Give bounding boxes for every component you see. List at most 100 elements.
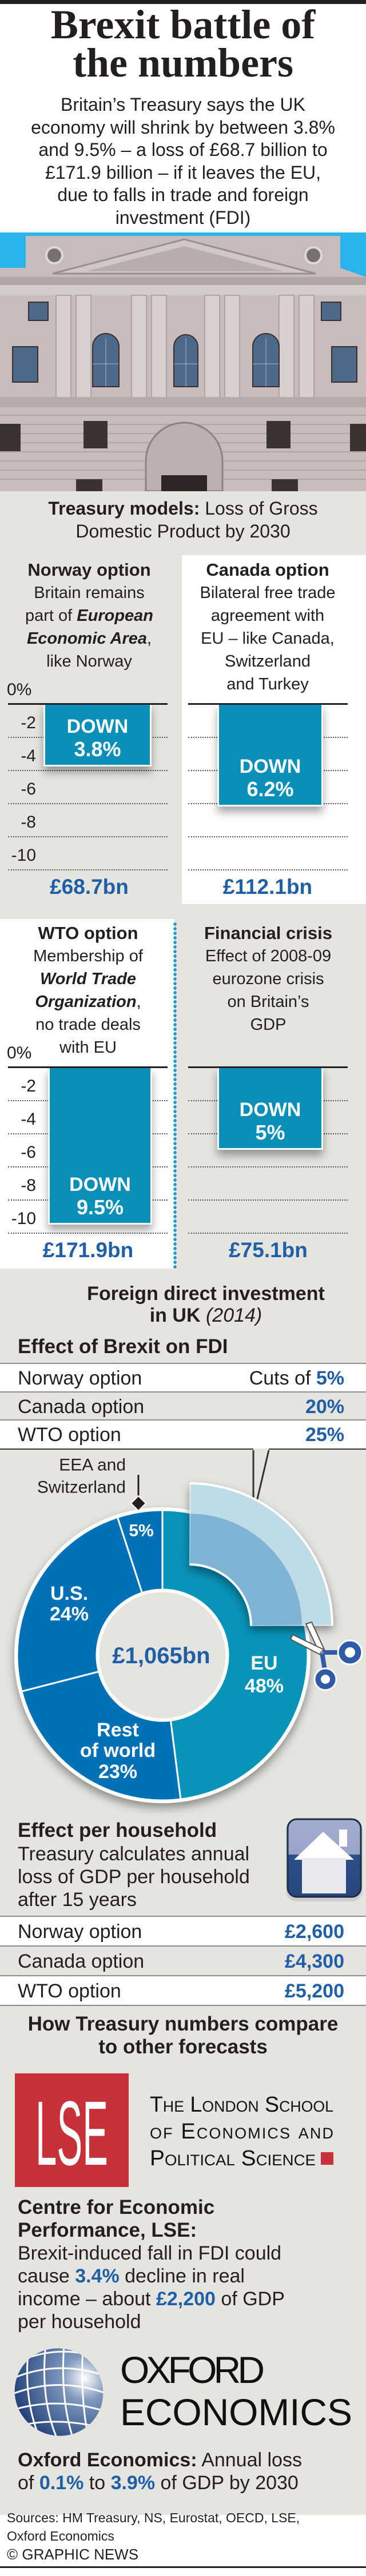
household-row-value: £4,300 bbox=[285, 1951, 344, 1972]
compare-heading-line2: to other forecasts bbox=[98, 2036, 268, 2058]
eu-cut-inner-band bbox=[189, 1514, 302, 1626]
canada-title: Canada option bbox=[206, 560, 329, 580]
household-row: Norway option £2,600 bbox=[0, 1916, 366, 1947]
donut-value-us: 24% bbox=[50, 1603, 89, 1625]
household-row: WTO option £5,200 bbox=[0, 1975, 366, 2006]
household-row-value: £2,600 bbox=[285, 1921, 344, 1943]
fdi-row-value: 25% bbox=[305, 1424, 344, 1446]
household-desc-line: Treasury calculates annual bbox=[18, 1843, 250, 1865]
oxford-heading: Oxford Economics: bbox=[18, 2449, 197, 2471]
oxford-wordmark-line2: ECONOMICS bbox=[120, 2391, 352, 2433]
fdi-row-label: Norway option bbox=[18, 1367, 142, 1389]
crisis-desc-line: Effect of 2008-09 bbox=[205, 947, 332, 965]
canada-desc-line: Bilateral free trade bbox=[200, 584, 336, 602]
lse-wordmark-line: Political Science bbox=[150, 2146, 316, 2170]
norway-desc-text: , bbox=[147, 629, 152, 648]
lse-mark: LSE bbox=[35, 2082, 108, 2184]
household-desc-line: loss of GDP per household bbox=[18, 1866, 250, 1888]
fdi-row-label: Canada option bbox=[18, 1396, 145, 1418]
page-title-line1: Brexit battle of bbox=[50, 2, 316, 47]
wto-desc-line: with EU bbox=[59, 1038, 117, 1057]
oxford-desc-text: of bbox=[18, 2472, 34, 2494]
norway-desc-emphasis: European bbox=[77, 607, 154, 625]
fdi-heading-line1: Foreign direct investment bbox=[87, 1283, 325, 1305]
household-row-label: Canada option bbox=[18, 1951, 145, 1972]
scissors-icon bbox=[289, 1621, 363, 1691]
canada-desc-line: Switzerland bbox=[225, 652, 311, 671]
household-heading: Effect per household bbox=[18, 1819, 217, 1841]
crisis-desc-line: on Britain’s bbox=[227, 993, 309, 1011]
eu-cut-outer-band bbox=[190, 1484, 331, 1626]
fdi-row: Canada option 20% bbox=[0, 1391, 366, 1421]
sources-line: Oxford Economics bbox=[7, 2529, 114, 2543]
crisis-desc-line: GDP bbox=[250, 1016, 287, 1034]
canada-desc-line: and Turkey bbox=[226, 675, 309, 693]
wto-panel-text: WTO option Membership of World Trade Org… bbox=[0, 922, 176, 1059]
crisis-desc-line: eurozone crisis bbox=[212, 970, 324, 988]
norway-desc-line: Britain remains bbox=[34, 584, 145, 602]
compare-heading: How Treasury numbers compare to other fo… bbox=[0, 2013, 366, 2059]
credit: © GRAPHIC NEWS bbox=[7, 2546, 139, 2563]
fdi-row-value: 5% bbox=[316, 1367, 344, 1389]
wto-desc-emphasis: World Trade bbox=[39, 970, 137, 988]
canada-panel-text: Canada option Bilateral free trade agree… bbox=[182, 559, 353, 696]
household-row-label: Norway option bbox=[18, 1921, 142, 1943]
donut-label-rest-of-world: Rest bbox=[97, 1719, 139, 1741]
norway-title: Norway option bbox=[27, 560, 151, 580]
crisis-panel-text: Financial crisis Effect of 2008-09 euroz… bbox=[182, 922, 354, 1036]
bottom-rule bbox=[0, 2566, 366, 2568]
donut-label-rest-of-world: of world bbox=[80, 1740, 156, 1762]
sources-line: Sources: HM Treasury, NS, Eurostat, OECD… bbox=[7, 2510, 300, 2525]
donut-hole bbox=[96, 1589, 229, 1722]
subtitle-line: Britain’s Treasury says the UK bbox=[60, 94, 305, 115]
lse-desc-line: per household bbox=[18, 2311, 141, 2333]
wto-desc-emphasis: Organization bbox=[35, 993, 137, 1011]
subtitle-line: economy will shrink by between 3.8% bbox=[31, 117, 335, 138]
wto-desc-line: no trade deals bbox=[35, 1016, 141, 1034]
treasury-heading-rest: Loss of Gross bbox=[205, 498, 318, 519]
top-rule bbox=[0, 0, 366, 4]
donut-label-eea: Switzerland bbox=[37, 1478, 126, 1497]
compare-heading-line1: How Treasury numbers compare bbox=[27, 2013, 339, 2035]
donut-value-eea: 5% bbox=[129, 1522, 153, 1540]
crisis-title: Financial crisis bbox=[204, 923, 332, 943]
fdi-row-value: 20% bbox=[305, 1396, 344, 1418]
oxford-desc-text: to bbox=[89, 2472, 106, 2494]
fdi-effect-heading: Effect of Brexit on FDI bbox=[18, 1335, 228, 1358]
lse-desc-text: of GDP bbox=[221, 2288, 285, 2310]
lse-desc-text: income – about bbox=[18, 2288, 151, 2310]
lse-desc-text: cause bbox=[18, 2265, 70, 2287]
lse-heading-line: Centre for Economic bbox=[18, 2196, 215, 2218]
household-row-label: WTO option bbox=[18, 1980, 121, 2002]
wto-desc-text: , bbox=[136, 993, 141, 1011]
oxford-desc-text: of GDP by 2030 bbox=[160, 2472, 299, 2494]
lse-desc-line: Brexit-induced fall in FDI could bbox=[18, 2242, 282, 2264]
household-row-value: £5,200 bbox=[285, 1980, 344, 2002]
donut-label-us: U.S. bbox=[50, 1583, 88, 1604]
subtitle-line: investment (FDI) bbox=[115, 207, 251, 228]
lse-wordmark-line: The London School bbox=[150, 2093, 333, 2117]
wto-title: WTO option bbox=[38, 923, 138, 943]
eea-leader-diamond bbox=[130, 1495, 147, 1512]
fdi-row: Norway option Cuts of 5% bbox=[0, 1363, 366, 1393]
footer-bg bbox=[0, 2515, 366, 2576]
fdi-heading-year: (2014) bbox=[205, 1305, 262, 1326]
lse-income-decline: 3.4% bbox=[75, 2265, 120, 2287]
oxford-economics-logo: OXFORD ECONOMICS bbox=[11, 2344, 352, 2439]
oxford-low-estimate: 0.1% bbox=[39, 2472, 84, 2494]
subtitle-line: £171.9 billion – if it leaves the EU, bbox=[45, 162, 321, 183]
footer: Sources: HM Treasury, NS, Eurostat, OECD… bbox=[7, 2509, 300, 2563]
norway-desc-emphasis: Economic Area bbox=[26, 629, 147, 648]
wto-desc-line: Membership of bbox=[33, 947, 143, 965]
treasury-heading-line2: Domestic Product by 2030 bbox=[75, 521, 291, 541]
subtitle: Britain’s Treasury says the UK economy w… bbox=[0, 94, 366, 229]
lse-block: Centre for Economic Performance, LSE: Br… bbox=[18, 2196, 285, 2333]
house-icon bbox=[286, 1818, 363, 1901]
norway-panel-text: Norway option Britain remains part of Eu… bbox=[0, 559, 178, 673]
canada-desc-line: agreement with bbox=[210, 607, 325, 625]
treasury-heading-bold: Treasury models: bbox=[48, 498, 200, 519]
household-row: Canada option £4,300 bbox=[0, 1945, 366, 1976]
lse-wordmark-line: of Economics and bbox=[150, 2120, 333, 2144]
